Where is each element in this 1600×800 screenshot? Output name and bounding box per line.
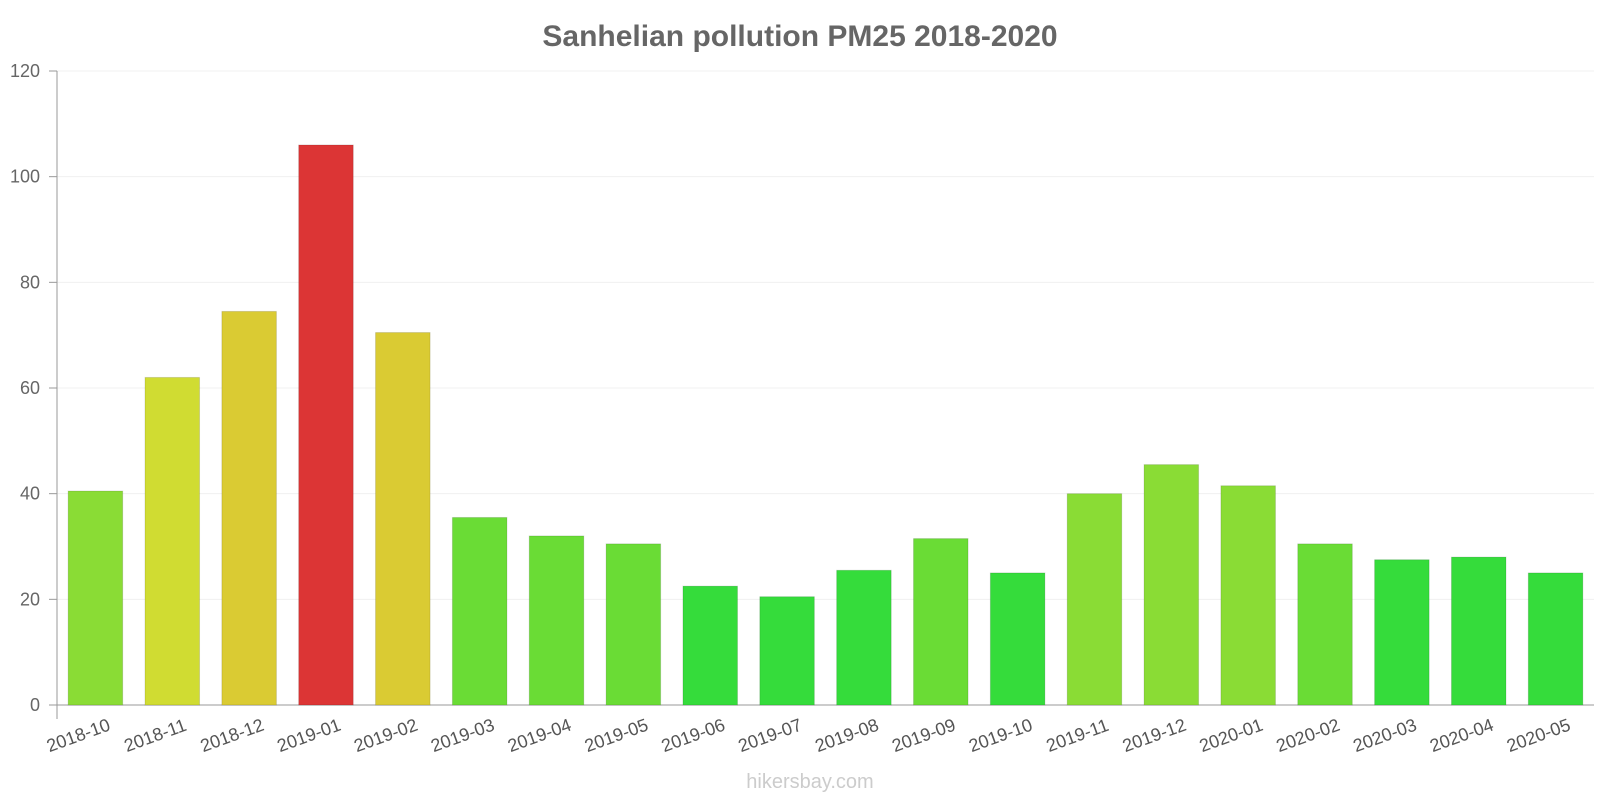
- x-tick-label: 2020-05: [1504, 715, 1573, 756]
- x-tick-label: 2019-07: [736, 715, 805, 756]
- y-tick-labels: 0 20 40 60 80 100 120: [10, 61, 40, 715]
- bar-2020-02: [1297, 543, 1353, 706]
- watermark: hikersbay.com: [746, 771, 873, 793]
- x-tick-label: 2018-10: [44, 715, 113, 756]
- x-tick-label: 2019-08: [812, 715, 881, 756]
- y-tick-label: 120: [10, 61, 40, 81]
- bar-2020-03: [1374, 559, 1430, 706]
- x-tick-label: 2019-03: [428, 715, 497, 756]
- x-tick-label: 2019-05: [582, 715, 651, 756]
- y-tick-label: 100: [10, 167, 40, 187]
- bar-2020-01: [1220, 485, 1276, 706]
- y-tick-label: 60: [20, 378, 40, 398]
- x-tick-label: 2020-02: [1274, 715, 1343, 756]
- x-tick-label: 2019-06: [659, 715, 728, 756]
- bar-2020-05: [1527, 572, 1584, 706]
- bar-2019-12: [1143, 464, 1200, 706]
- x-tick-labels: 2018-10 2018-11 2018-12 2019-01 2019-02 2019-…: [44, 715, 1573, 756]
- bar-2019-09: [912, 538, 969, 706]
- grid-lines: [57, 70, 1594, 600]
- bar-2019-11: [1066, 493, 1123, 706]
- bars: [67, 144, 1584, 706]
- x-tick-label: 2020-01: [1197, 715, 1266, 756]
- x-tick-label: 2019-12: [1120, 715, 1189, 756]
- x-tick-label: 2018-12: [198, 715, 267, 756]
- bar-2018-12: [221, 310, 277, 706]
- chart-title: Sanhelian pollution PM25 2018-2020: [542, 20, 1057, 53]
- x-tick-label: 2018-11: [121, 715, 189, 756]
- y-tick-label: 40: [20, 484, 40, 504]
- x-tick-label: 2019-01: [274, 715, 343, 756]
- axes: [49, 70, 1594, 719]
- bar-2019-05: [605, 543, 662, 706]
- x-tick-label: 2019-10: [966, 715, 1035, 756]
- bar-2018-10: [67, 490, 124, 706]
- bar-2019-10: [989, 572, 1046, 706]
- bar-2020-04: [1450, 556, 1507, 706]
- bar-2019-04: [528, 535, 585, 706]
- y-tick-label: 80: [20, 272, 40, 292]
- bar-2019-07: [759, 596, 815, 706]
- bar-2019-06: [682, 585, 739, 706]
- x-tick-label: 2019-09: [889, 715, 958, 756]
- x-tick-label: 2020-03: [1350, 715, 1419, 756]
- x-tick-label: 2020-04: [1427, 715, 1496, 756]
- x-tick-label: 2019-11: [1044, 715, 1112, 756]
- y-tick-label: 20: [20, 589, 40, 609]
- bar-2019-02: [375, 332, 431, 706]
- bar-2018-11: [144, 376, 201, 706]
- bar-2019-01: [298, 144, 354, 706]
- x-tick-label: 2019-02: [351, 715, 420, 756]
- bar-2019-03: [451, 516, 508, 706]
- x-tick-label: 2019-04: [505, 715, 574, 756]
- bar-2019-08: [836, 569, 892, 706]
- y-tick-label: 0: [30, 695, 40, 715]
